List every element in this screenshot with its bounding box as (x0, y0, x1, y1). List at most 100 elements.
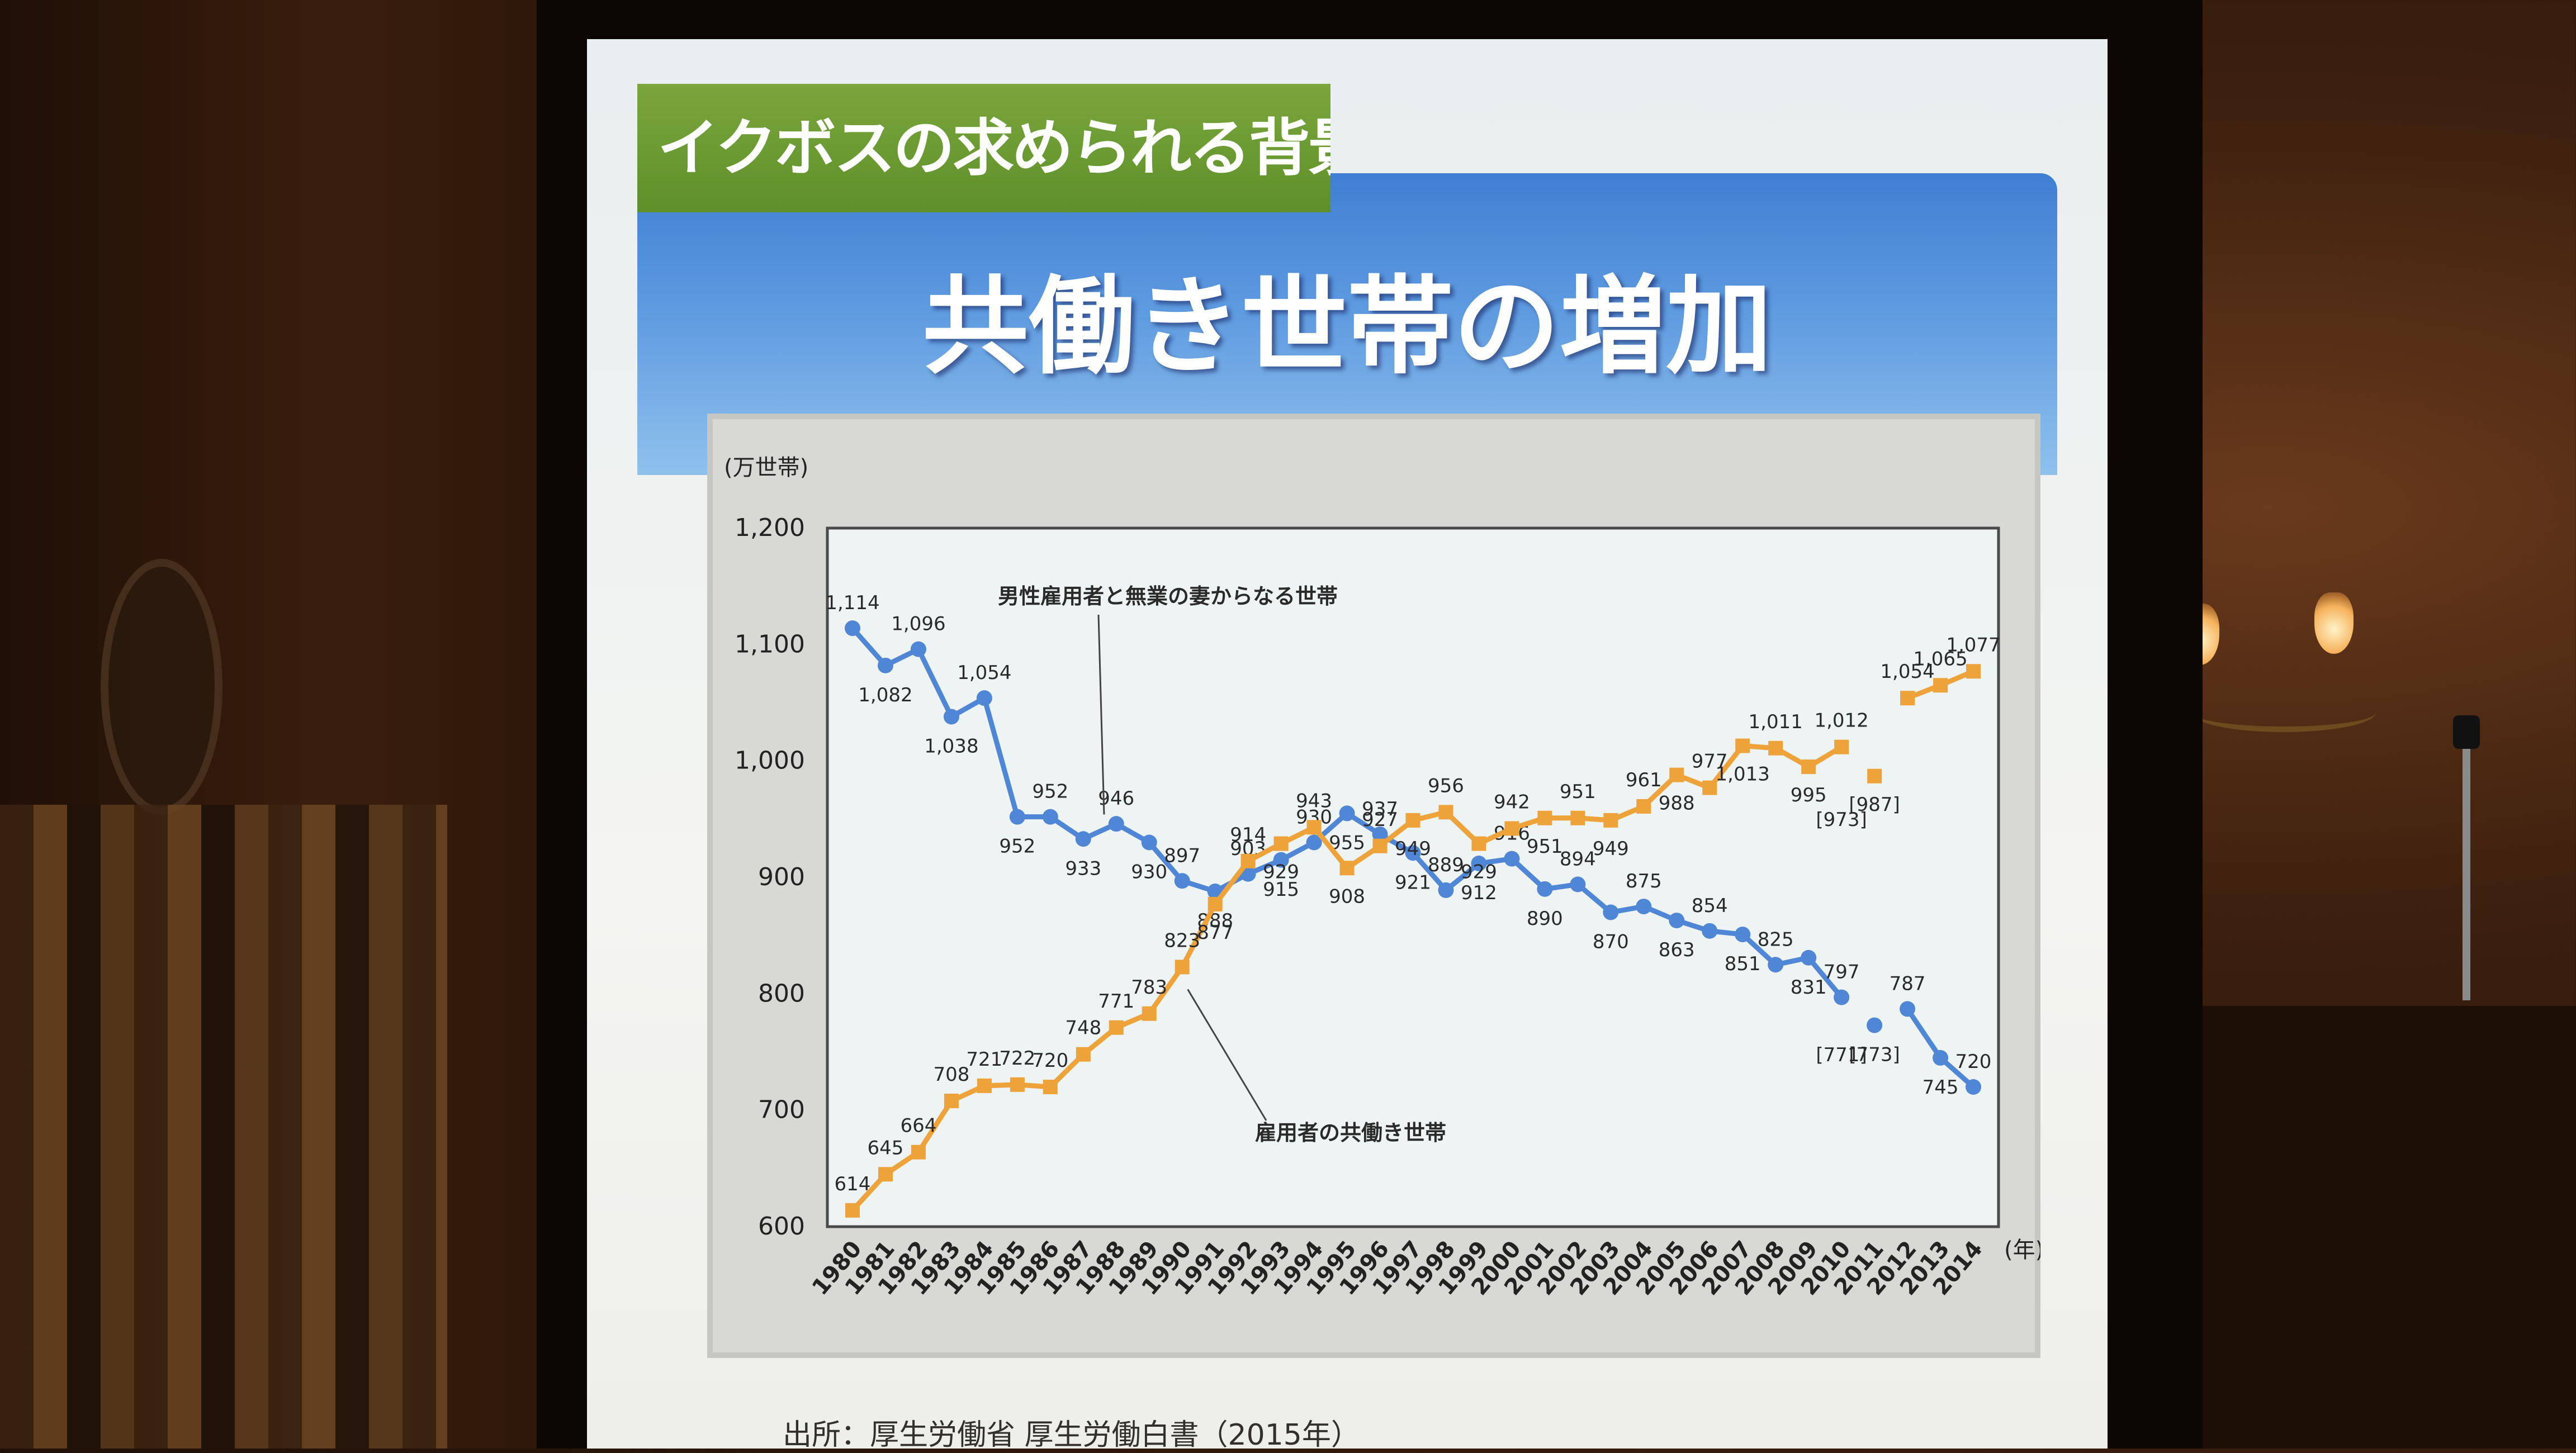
data-label: 1,082 (858, 684, 912, 706)
data-label: 956 (1428, 775, 1464, 797)
data-label: 875 (1626, 870, 1662, 892)
data-label: 614 (835, 1173, 871, 1195)
line-chart: (万世帯)6007008009001,0001,1001,20019801981… (724, 455, 2040, 1300)
data-label: [987] (1849, 794, 1900, 816)
data-point (1537, 881, 1553, 897)
data-label: 961 (1626, 769, 1662, 791)
data-point (1735, 927, 1751, 943)
series-annotation: 雇用者の共働き世帯 (1255, 1120, 1446, 1145)
data-point (1867, 1017, 1883, 1033)
data-point (1669, 913, 1685, 929)
data-point (1834, 739, 1849, 754)
data-point (1108, 816, 1124, 832)
data-point (1735, 738, 1750, 753)
data-label: 870 (1593, 931, 1629, 953)
data-label: 721 (966, 1048, 1002, 1071)
wall-emblem (101, 559, 222, 815)
data-point (1471, 836, 1486, 851)
data-point (1043, 1080, 1058, 1094)
data-label: 831 (1791, 976, 1827, 999)
microphone-stand (2463, 721, 2470, 1000)
data-point (1900, 1001, 1916, 1017)
y-tick-label: 1,200 (735, 514, 805, 542)
data-point (1768, 957, 1784, 973)
y-tick-label: 1,100 (735, 630, 805, 658)
data-label: 1,038 (924, 735, 978, 758)
data-label: 952 (999, 835, 1035, 858)
y-tick-label: 700 (758, 1096, 805, 1124)
data-label: 745 (1922, 1076, 1959, 1099)
x-unit-label: (年) (2004, 1237, 2040, 1263)
data-label: 914 (1230, 824, 1266, 846)
data-label: 645 (868, 1137, 904, 1159)
data-point (910, 641, 926, 657)
data-point (976, 690, 992, 706)
data-label: 943 (1296, 790, 1332, 812)
data-label: 854 (1692, 895, 1728, 917)
data-point (1603, 813, 1618, 828)
data-label: 708 (933, 1063, 969, 1086)
data-point (1141, 834, 1157, 851)
microphone-icon (2453, 715, 2480, 749)
series-annotation: 男性雇用者と無業の妻からなる世帯 (998, 584, 1338, 609)
data-label: 897 (1164, 844, 1200, 867)
data-point (1768, 740, 1783, 756)
data-label: 771 (1098, 990, 1134, 1013)
data-label: 1,096 (891, 613, 945, 635)
data-point (1702, 923, 1718, 939)
data-label: 797 (1824, 961, 1860, 984)
data-label: 1,012 (1814, 710, 1868, 732)
data-point (977, 1078, 992, 1093)
data-label: 1,077 (1946, 634, 2000, 656)
data-label: 1,054 (1880, 661, 1934, 683)
data-label: 720 (1032, 1050, 1068, 1072)
data-point (1405, 845, 1421, 861)
data-point (1834, 989, 1850, 1005)
data-label: 952 (1032, 781, 1068, 803)
data-label: 942 (1494, 791, 1530, 814)
data-point (845, 1203, 860, 1218)
y-tick-label: 900 (758, 863, 805, 891)
data-point (1372, 838, 1388, 853)
data-point (1273, 852, 1289, 868)
data-label: 823 (1164, 929, 1200, 952)
data-point (845, 620, 860, 637)
data-point (1603, 904, 1619, 920)
y-unit-label: (万世帯) (724, 455, 808, 481)
data-point (1801, 949, 1817, 966)
data-point (1306, 834, 1322, 851)
data-label: 722 (999, 1047, 1035, 1070)
data-label: 1,013 (1716, 763, 1770, 786)
data-point (1933, 678, 1948, 693)
data-label: 908 (1329, 885, 1365, 908)
data-point (1339, 861, 1355, 876)
data-point (1537, 810, 1552, 825)
data-point (1504, 821, 1519, 836)
data-point (1471, 856, 1487, 871)
data-point (1636, 899, 1652, 915)
data-point (1339, 805, 1355, 822)
data-point (1306, 820, 1322, 835)
data-point (943, 709, 959, 725)
data-label: 937 (1362, 798, 1398, 820)
source-note: 出所：厚生労働省 厚生労働白書（2015年） (783, 1418, 1360, 1452)
data-label: 1,011 (1749, 711, 1803, 733)
data-label: 949 (1593, 838, 1629, 860)
data-label: 927 (1362, 809, 1398, 831)
data-point (1174, 873, 1190, 889)
plot-area (826, 526, 2000, 1228)
data-point (1966, 664, 1981, 679)
data-point (944, 1094, 959, 1108)
data-point (1570, 876, 1586, 892)
data-point (1933, 1050, 1949, 1066)
data-label: 1,114 (825, 592, 879, 614)
data-point (1208, 896, 1223, 911)
data-point (878, 1167, 893, 1182)
note-label: [973] (1816, 809, 1867, 831)
data-label: 995 (1791, 784, 1827, 806)
data-point (1570, 810, 1585, 825)
data-point (1010, 1077, 1025, 1092)
data-label: 1,054 (957, 662, 1011, 684)
data-label: 720 (1955, 1051, 1992, 1073)
data-point (1142, 1006, 1157, 1021)
